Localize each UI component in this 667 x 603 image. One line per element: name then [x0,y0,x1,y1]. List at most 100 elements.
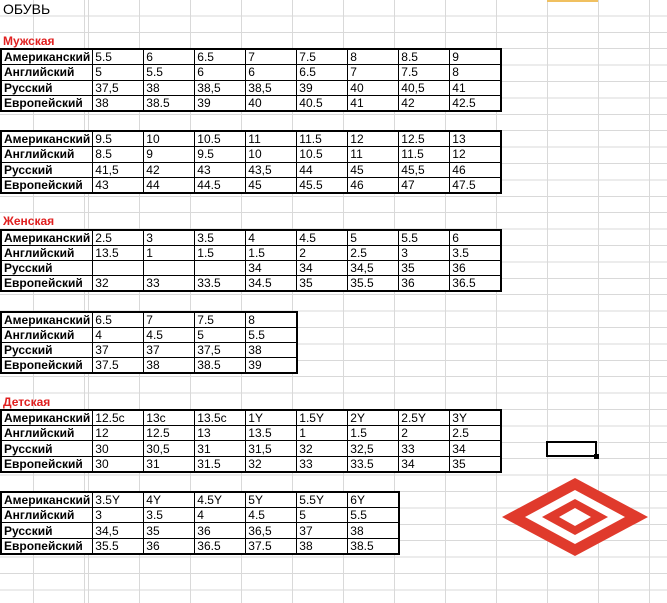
size-cell[interactable]: 38.5 [143,94,196,112]
size-cell[interactable]: 3 [398,244,451,261]
size-cell[interactable]: 39 [245,357,298,374]
row-header-cell[interactable]: Американский [0,130,94,148]
size-cell[interactable]: 37,5 [194,341,247,359]
size-cell[interactable]: 2 [296,244,349,261]
size-cell[interactable]: 44 [143,176,196,194]
size-cell[interactable]: 38.5 [347,537,400,555]
size-cell[interactable]: 35.5 [92,537,145,555]
row-header-cell[interactable]: Американский [0,48,94,66]
size-cell[interactable]: 31.5 [194,455,247,473]
size-cell[interactable]: 37.5 [92,357,145,374]
size-cell[interactable]: 30 [92,455,145,473]
size-cell[interactable]: 38 [143,357,196,374]
size-cell[interactable]: 1.5Y [296,409,349,426]
size-cell[interactable]: 46 [347,176,400,194]
size-cell[interactable]: 31,5 [245,440,298,457]
row-header-cell[interactable]: Английский [0,506,94,524]
size-cell[interactable]: 12 [347,130,400,148]
size-cell[interactable]: 10.5 [194,130,247,148]
size-cell[interactable]: 11.5 [398,146,451,163]
size-cell[interactable]: 5.5 [143,64,196,81]
size-cell[interactable]: 8 [449,64,502,81]
size-cell[interactable]: 40 [245,94,298,112]
size-cell[interactable]: 33 [398,440,451,457]
size-cell[interactable]: 5 [92,64,145,81]
row-header-cell[interactable]: Европейский [0,275,94,292]
size-cell[interactable]: 44 [296,161,349,178]
size-cell[interactable]: 8.5 [398,48,451,66]
size-cell[interactable]: 47.5 [449,176,502,194]
size-cell[interactable]: 38.5 [194,357,247,374]
size-cell[interactable]: 37.5 [245,537,298,555]
size-cell[interactable] [143,259,196,277]
size-cell[interactable]: 37 [92,341,145,359]
size-cell[interactable]: 2Y [347,409,400,426]
size-cell[interactable]: 32 [296,440,349,457]
row-header-cell[interactable]: Американский [0,491,94,508]
size-cell[interactable]: 45 [245,176,298,194]
size-cell[interactable]: 45.5 [296,176,349,194]
size-cell[interactable]: 1.5 [194,244,247,261]
size-cell[interactable]: 36.5 [449,275,502,292]
size-cell[interactable]: 3.5 [194,229,247,246]
size-cell[interactable]: 6 [245,64,298,81]
size-cell[interactable]: 33.5 [347,455,400,473]
size-cell[interactable]: 2.5 [92,229,145,246]
size-cell[interactable]: 41 [449,79,502,96]
size-cell[interactable]: 37 [296,522,349,539]
row-header-cell[interactable]: Русский [0,161,94,178]
row-header-cell[interactable]: Европейский [0,357,94,374]
row-header-cell[interactable]: Европейский [0,537,94,555]
size-cell[interactable]: 47 [398,176,451,194]
size-cell[interactable]: 35 [143,522,196,539]
size-cell[interactable]: 38,5 [245,79,298,96]
row-header-cell[interactable]: Русский [0,522,94,539]
size-cell[interactable]: 34,5 [92,522,145,539]
size-cell[interactable]: 35.5 [347,275,400,292]
size-cell[interactable]: 6 [194,64,247,81]
row-header-cell[interactable]: Русский [0,259,94,277]
size-cell[interactable]: 7.5 [296,48,349,66]
row-header-cell[interactable]: Русский [0,79,94,96]
size-cell[interactable]: 4 [245,229,298,246]
size-cell[interactable]: 10.5 [296,146,349,163]
size-cell[interactable]: 4Y [143,491,196,508]
size-cell[interactable]: 11 [347,146,400,163]
size-cell[interactable]: 13c [143,409,196,426]
size-cell[interactable]: 8.5 [92,146,145,163]
size-cell[interactable]: 40.5 [296,94,349,112]
size-cell[interactable]: 30,5 [143,440,196,457]
size-cell[interactable]: 13 [449,130,502,148]
size-cell[interactable]: 34 [449,440,502,457]
size-cell[interactable]: 38 [347,522,400,539]
size-cell[interactable]: 33 [296,455,349,473]
size-cell[interactable]: 40,5 [398,79,451,96]
size-cell[interactable]: 43 [194,161,247,178]
row-header-cell[interactable]: Американский [0,311,94,328]
size-cell[interactable]: 35 [398,259,451,277]
row-header-cell[interactable]: Русский [0,341,94,359]
size-cell[interactable]: 4 [92,326,145,343]
size-cell[interactable]: 31 [194,440,247,457]
size-cell[interactable] [194,259,247,277]
size-cell[interactable]: 37 [143,341,196,359]
size-cell[interactable]: 2.5 [449,424,502,442]
size-cell[interactable]: 37,5 [92,79,145,96]
size-cell[interactable]: 4.5 [143,326,196,343]
size-cell[interactable]: 7.5 [398,64,451,81]
size-cell[interactable]: 43,5 [245,161,298,178]
size-cell[interactable]: 3 [92,506,145,524]
size-cell[interactable]: 46 [449,161,502,178]
size-cell[interactable]: 36 [194,522,247,539]
size-cell[interactable]: 36 [398,275,451,292]
size-cell[interactable]: 6.5 [92,311,145,328]
size-cell[interactable]: 11 [245,130,298,148]
size-cell[interactable]: 5 [194,326,247,343]
size-cell[interactable]: 39 [194,94,247,112]
size-cell[interactable]: 36 [449,259,502,277]
size-cell[interactable]: 36 [143,537,196,555]
size-cell[interactable]: 5.5 [347,506,400,524]
size-cell[interactable]: 34 [296,259,349,277]
size-cell[interactable]: 41,5 [92,161,145,178]
size-cell[interactable]: 3.5 [143,506,196,524]
